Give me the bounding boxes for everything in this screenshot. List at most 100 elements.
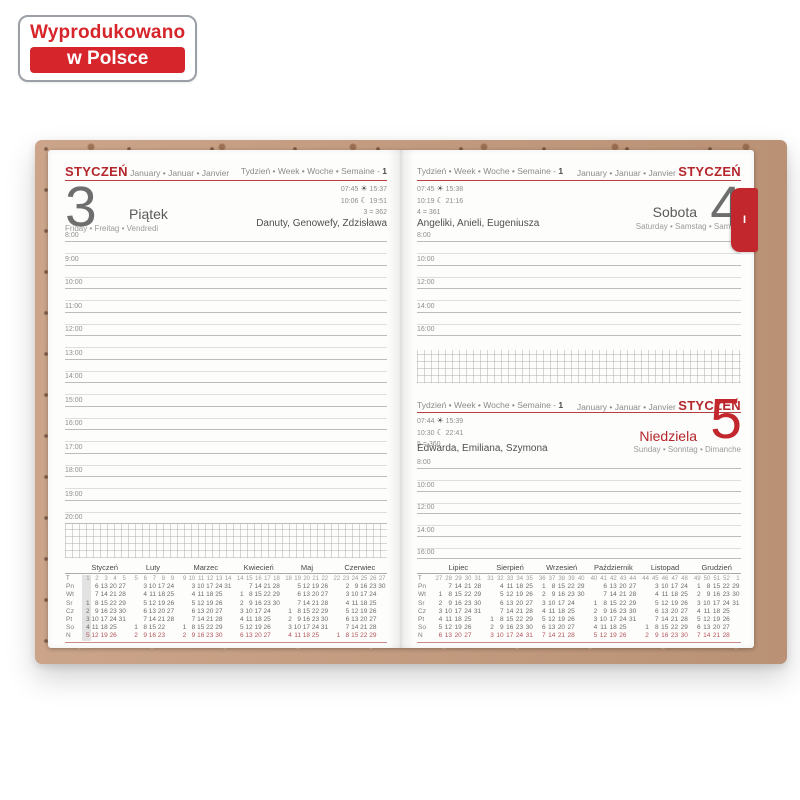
day-cell: 4: [288, 632, 292, 640]
week-number-cell: 45: [651, 576, 659, 582]
hour-slot: 19:00: [65, 491, 387, 515]
day-cell: 24: [619, 615, 627, 623]
hour-rule-line: [65, 241, 387, 242]
day-cell: 30: [118, 607, 126, 615]
week-column: 14 1 2 3 4 5 6: [236, 575, 245, 641]
day-of-year: 3 = 362: [363, 209, 387, 216]
week-number-cell: 28: [445, 576, 452, 582]
day-cell: 15: [712, 583, 721, 591]
day-row-label: So: [418, 624, 426, 632]
week-column: 38 15 16 17 18 19 20 21: [557, 575, 567, 641]
day-cell: 16: [148, 632, 156, 640]
mini-month: 18 1 2 3 4 19 5 6 7 8 9 10 11 20 12 13 14 15 16 17 18 21 19 20 2…: [284, 575, 329, 641]
half-hour-rule-line: [65, 441, 387, 442]
day-row-label: Pt: [418, 615, 425, 623]
day-cell: 26: [320, 583, 329, 591]
day-cell: 7: [95, 591, 99, 599]
day-cell: 8: [345, 632, 350, 640]
day-of-year: 5 = 360: [417, 441, 441, 448]
week-number-cell: 3: [104, 576, 108, 582]
day-cell: [473, 624, 483, 632]
hour-label: 16:00: [417, 326, 435, 333]
day-cell: 10: [148, 583, 156, 591]
hour-slot: 12:00: [65, 326, 387, 350]
day-cell: 2: [134, 632, 138, 640]
day-row-label: N: [66, 632, 71, 640]
day-name-pl: Sobota: [652, 204, 697, 220]
week-number-cell: 5: [122, 576, 126, 582]
day-cell: 6: [541, 624, 546, 632]
day-cell: 17: [206, 583, 214, 591]
week-column: 37 8 9 10 11 12 13 14: [547, 575, 557, 641]
hour-slot: 17:00: [65, 444, 387, 468]
day-cell: 14: [703, 632, 711, 640]
day-name-intl: Saturday • Samstag • Samedi: [635, 222, 741, 231]
day-cell: 26: [263, 624, 271, 632]
day-cell: [333, 600, 342, 608]
mini-month-name: Sierpień: [496, 563, 524, 572]
moonrise-time: 10:19: [417, 198, 435, 205]
day-cell: 8: [500, 615, 504, 623]
day-cell: 9: [191, 632, 196, 640]
day-cell: 1: [696, 583, 701, 591]
week-column: 23 2 3 4 5 6 7 8: [342, 575, 351, 641]
day-cell: 10: [91, 615, 99, 623]
day-row-label: Cz: [66, 607, 74, 615]
day-cell: 15: [254, 591, 262, 599]
day-cell: 16: [661, 632, 669, 640]
day-cell: 2: [696, 591, 701, 599]
day-cell: 1: [645, 624, 649, 632]
day-cell: 1: [134, 624, 138, 632]
day-cell: 13: [148, 607, 156, 615]
day-cell: 5: [655, 599, 659, 607]
week-column: 9 24 25 26 27 28: [167, 575, 176, 641]
day-cell: 20: [557, 624, 566, 632]
day-cell: 19: [206, 599, 214, 607]
hour-label: 14:00: [417, 526, 435, 534]
day-cell: 27: [567, 624, 575, 632]
day-cell: 21: [464, 583, 472, 591]
moonrise-time: 10:30: [417, 430, 435, 437]
day-cell: 12: [703, 615, 711, 623]
day-cell: 21: [670, 615, 679, 623]
day-cell: 16: [360, 583, 368, 591]
week-column: 21 19 20 21 22 23 24 25: [312, 575, 321, 641]
sun-icon: ☀: [436, 416, 444, 425]
mini-month: 27 1 2 3 4 5 6 28 7 8 9 10 11 12 13 29 14 15 16 17 18 19 20 30 2…: [434, 575, 483, 641]
sun-icon: ☀: [360, 184, 368, 193]
day-of-year: 4 = 361: [417, 209, 441, 216]
day-cell: 12: [91, 632, 99, 640]
day-cell: [378, 624, 387, 632]
week-column: 43 20 21 22 23 24 25 26: [618, 575, 628, 641]
day-cell: [731, 632, 741, 640]
header-rule: [65, 180, 387, 181]
day-cell: 27: [722, 624, 730, 632]
day-name-intl: Friday • Freitag • Vendredi: [65, 224, 159, 233]
day-cell: [272, 632, 281, 640]
day-cell: 8: [143, 624, 147, 632]
day-cell: 27: [118, 583, 126, 591]
day-cell: 29: [577, 583, 585, 591]
day-cell: 14: [254, 583, 262, 591]
hour-rule-line: [65, 382, 387, 383]
week-column: 28 7 8 9 10 11 12 13: [444, 575, 454, 641]
day-cell: 3: [655, 583, 659, 591]
day-row-label: Śr: [418, 599, 425, 607]
week-column-header: T: [418, 576, 422, 582]
hour-rule-line: [65, 452, 387, 454]
half-hour-rule-line: [65, 511, 387, 513]
day-cell: 14: [506, 607, 514, 615]
mini-cal-day-labels: T Pn Wt Śr Cz Pt So N: [65, 575, 79, 641]
sunset-time: 15:37: [369, 186, 387, 193]
week-column: 33 11 12 13 14 15 16 17: [505, 575, 515, 641]
day-cell: 18: [712, 607, 721, 615]
half-hour-rule-line: [65, 464, 387, 466]
week-column: 31 28 29 30 31: [473, 575, 483, 641]
hour-rule-line: [417, 490, 741, 492]
week-column: 4 20 21 22 23 24 25 26: [109, 575, 118, 641]
day-cell: 11: [294, 632, 301, 640]
day-cell: 1: [438, 591, 443, 599]
week-number-cell: 47: [671, 576, 679, 582]
mini-month-name: Styczeń: [91, 563, 118, 572]
day-cell: [333, 583, 342, 591]
